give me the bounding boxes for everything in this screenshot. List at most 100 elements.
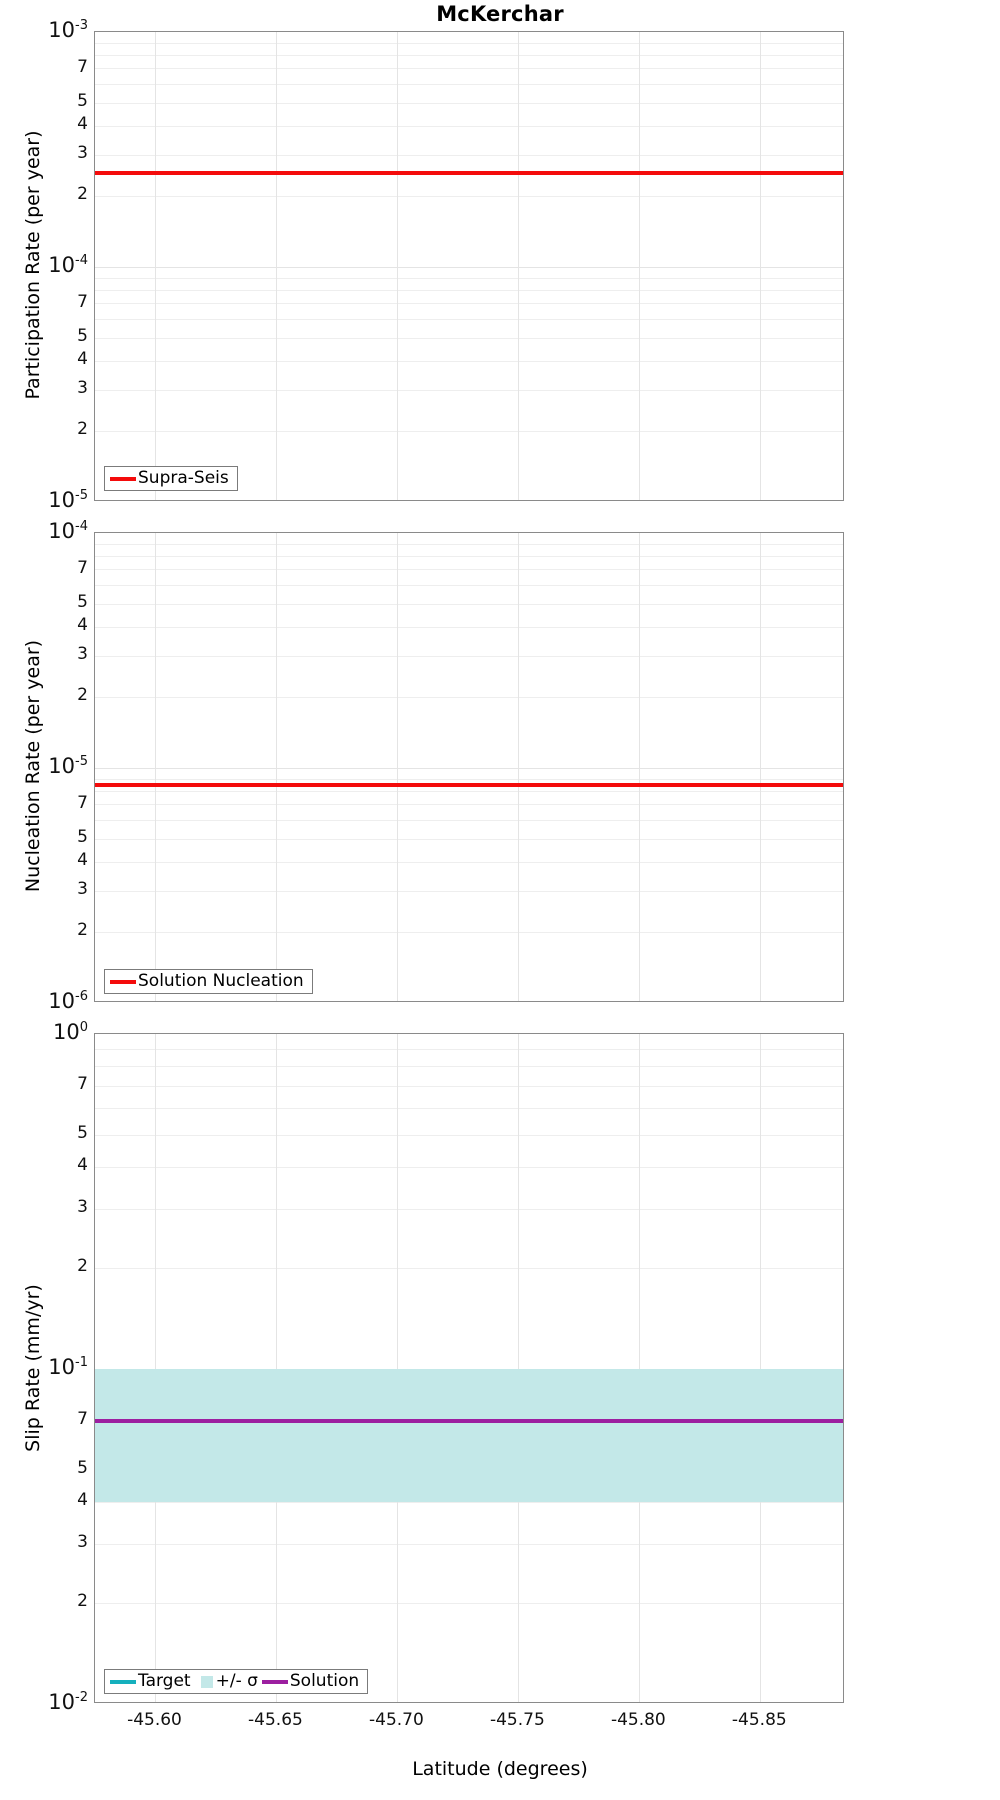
gridline-vertical (155, 32, 157, 500)
xtick-label: -45.80 (610, 1710, 666, 1730)
data-line-supra-seis (95, 171, 843, 176)
panel-nucleation-rate (94, 532, 844, 1002)
gridline-horizontal (95, 303, 843, 305)
ytick-label: 10-2 (48, 1690, 88, 1715)
legend-entry[interactable]: Solution Nucleation (110, 973, 306, 990)
legend-label: Supra-Seis (138, 468, 229, 488)
legend-label: Solution (289, 1671, 360, 1691)
xtick-label: -45.70 (369, 1710, 424, 1730)
ytick-label: 10-4 (48, 253, 88, 278)
xtick-label: -45.65 (248, 1710, 303, 1730)
ytick-label: 10-1 (48, 1355, 88, 1380)
gridline-vertical (155, 533, 157, 1001)
gridline-horizontal (95, 569, 843, 571)
gridline-horizontal-minor (95, 84, 843, 86)
gridline-horizontal (95, 1502, 843, 1504)
legend-swatch-line (110, 476, 136, 481)
gridline-vertical (518, 1034, 520, 1702)
ytick-label: 5 (77, 1123, 88, 1143)
legend-participation-rate[interactable]: Supra-Seis (104, 466, 238, 491)
legend-entry[interactable]: Supra-Seis (110, 470, 231, 487)
gridline-horizontal (95, 838, 843, 840)
ytick-label: 2 (77, 685, 88, 706)
ytick-label: 4 (77, 614, 88, 635)
gridline-horizontal (95, 267, 843, 268)
ytick-label: 3 (77, 644, 88, 665)
gridline-horizontal (95, 861, 843, 863)
ytick-label: 3 (77, 1197, 88, 1218)
gridline-vertical (760, 32, 762, 500)
ytick-label: 3 (77, 378, 88, 399)
gridline-horizontal (95, 389, 843, 391)
ytick-label: 10-6 (48, 989, 88, 1014)
gridline-horizontal (95, 1268, 843, 1270)
ytick-label: 5 (77, 325, 88, 346)
ytick-label: 2 (77, 920, 88, 941)
legend-swatch-line (110, 1679, 136, 1684)
gridline-horizontal (95, 603, 843, 605)
ytick-label: 5 (77, 591, 88, 612)
gridline-horizontal-minor (95, 277, 843, 279)
gridline-horizontal (95, 102, 843, 104)
sigma-band (95, 1369, 843, 1503)
gridline-horizontal-minor (95, 585, 843, 587)
gridline-horizontal (95, 655, 843, 657)
ytick-label: 4 (77, 849, 88, 870)
gridline-horizontal-minor (95, 778, 843, 780)
ytick-label: 7 (77, 557, 88, 578)
ytick-label: 2 (77, 419, 88, 440)
ytick-label: 10-4 (48, 519, 88, 544)
gridline-vertical (397, 32, 399, 500)
xtick-label: -45.60 (127, 1710, 182, 1730)
gridline-horizontal-minor (95, 289, 843, 291)
ytick-label: 7 (77, 291, 88, 312)
gridline-horizontal (95, 890, 843, 892)
gridline-vertical (276, 533, 278, 1001)
ytick-label: 7 (77, 56, 88, 77)
legend-swatch-line (110, 979, 136, 984)
legend-entry[interactable]: +/- σ (195, 1673, 260, 1690)
gridline-vertical (397, 533, 399, 1001)
panel-slip-rate (94, 1033, 844, 1703)
ytick-label: 7 (77, 1074, 88, 1095)
legend-swatch-line (261, 1679, 288, 1684)
gridline-horizontal-minor (95, 1066, 843, 1068)
gridline-vertical (276, 32, 278, 500)
ytick-label: 10-3 (48, 18, 88, 43)
legend-nucleation-rate[interactable]: Solution Nucleation (104, 969, 313, 994)
gridline-horizontal-minor (95, 1108, 843, 1110)
legend-label: +/- σ (215, 1671, 258, 1691)
gridline-horizontal-minor (95, 1049, 843, 1051)
gridline-horizontal (95, 932, 843, 934)
ytick-label: 5 (77, 1458, 88, 1478)
ytick-label: 4 (77, 1490, 88, 1511)
ytick-label: 10-5 (48, 754, 88, 779)
gridline-vertical (639, 533, 641, 1001)
gridline-horizontal (95, 1085, 843, 1087)
ytick-label: 3 (77, 1532, 88, 1553)
gridline-horizontal (95, 697, 843, 699)
gridline-horizontal (95, 1544, 843, 1546)
gridline-horizontal-minor (95, 54, 843, 56)
gridline-horizontal (95, 1209, 843, 1211)
ytick-label: 7 (77, 1409, 88, 1430)
gridline-vertical (760, 1034, 762, 1702)
legend-slip-rate[interactable]: Target +/- σ Solution (104, 1669, 369, 1694)
ytick-label: 4 (77, 348, 88, 369)
ytick-label: 7 (77, 792, 88, 813)
ytick-label: 2 (77, 1256, 88, 1277)
ytick-label: 5 (77, 826, 88, 847)
gridline-horizontal (95, 1603, 843, 1605)
gridline-horizontal (95, 196, 843, 198)
ytick-label: 4 (77, 1155, 88, 1176)
legend-entry[interactable]: Solution (261, 1671, 361, 1691)
gridline-vertical (276, 1034, 278, 1702)
gridline-vertical (518, 533, 520, 1001)
gridline-vertical (639, 1034, 641, 1702)
gridline-vertical (155, 1034, 157, 1702)
legend-entry[interactable]: Target (110, 1673, 193, 1690)
gridline-horizontal (95, 804, 843, 806)
gridline-horizontal-minor (95, 543, 843, 545)
ytick-label: 10-5 (48, 488, 88, 513)
